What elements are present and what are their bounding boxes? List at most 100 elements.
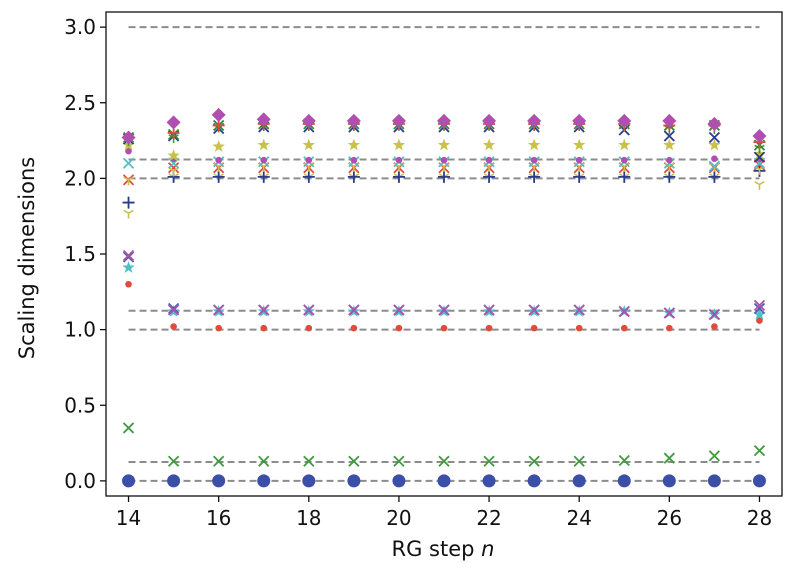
- data-point-s0-n23: [527, 474, 541, 488]
- y-tick-label: 1.5: [64, 242, 96, 266]
- data-point-s11-n23: [530, 156, 538, 164]
- data-points: [121, 107, 767, 488]
- data-point-s2-n14: [125, 280, 132, 288]
- data-point-s7-n16: [212, 170, 225, 183]
- data-point-s17-n21: [437, 113, 451, 128]
- data-point-s2-n15: [170, 323, 177, 330]
- data-point-s17-n16: [211, 107, 226, 122]
- data-point-s17-n18: [301, 113, 316, 128]
- data-point-s12-n21: [437, 138, 451, 151]
- data-point-s11-n27: [711, 155, 718, 163]
- data-point-s5-n21: [438, 304, 450, 316]
- data-point-s7-n23: [528, 170, 541, 183]
- data-point-s12-n15: [167, 149, 180, 161]
- data-point-s1-n18: [303, 455, 315, 467]
- data-point-s17-n19: [346, 113, 361, 128]
- x-tick-label: 28: [747, 506, 772, 530]
- data-point-s0-n24: [572, 474, 586, 488]
- data-point-s7-n17: [257, 170, 270, 183]
- data-point-s2-n17: [260, 324, 268, 332]
- y-tick-label: 3.0: [64, 15, 96, 39]
- data-point-s17-n22: [482, 113, 497, 128]
- data-point-s1-n28: [753, 444, 766, 457]
- x-tick-label: 16: [206, 506, 231, 530]
- data-point-s4-n28: [753, 302, 766, 315]
- data-point-s11-n21: [440, 156, 448, 164]
- data-point-s12-n25: [618, 138, 631, 151]
- data-point-s1-n15: [167, 455, 180, 467]
- data-point-s1-n27: [708, 450, 721, 462]
- data-point-s5-n18: [303, 304, 315, 316]
- data-point-s17-n28: [752, 129, 767, 144]
- data-point-s12-n17: [257, 138, 270, 151]
- x-tick-label: 24: [566, 506, 591, 530]
- data-point-s2-n23: [530, 324, 538, 332]
- data-point-s5-n24: [573, 304, 585, 316]
- data-point-s7-n25: [618, 170, 631, 183]
- data-point-s1-n16: [213, 455, 225, 467]
- data-point-s13-n28: [753, 151, 766, 163]
- data-point-s1-n25: [618, 454, 630, 467]
- data-point-s5-n20: [393, 304, 405, 316]
- data-point-s7-n18: [302, 170, 315, 183]
- data-point-s0-n28: [752, 474, 766, 488]
- reference-lines: [128, 26, 760, 482]
- y-axis-label: Scaling dimensions: [15, 157, 39, 359]
- data-point-s6-n14: [123, 209, 134, 219]
- data-point-s8-n15: [167, 162, 180, 174]
- data-point-s1-n26: [663, 452, 675, 464]
- data-point-s0-n20: [392, 474, 406, 488]
- data-point-s11-n16: [215, 156, 222, 164]
- y-tick-label: 2.5: [64, 91, 96, 115]
- data-point-s5-n17: [258, 304, 270, 316]
- data-point-s12-n27: [708, 138, 721, 151]
- data-point-s17-n27: [707, 116, 722, 131]
- data-point-s1-n23: [528, 455, 540, 467]
- data-point-s11-n25: [620, 156, 628, 164]
- data-point-s12-n22: [482, 138, 496, 151]
- data-point-s2-n18: [305, 324, 313, 332]
- data-point-s1-n17: [258, 455, 270, 467]
- data-point-s5-n14: [122, 249, 135, 262]
- data-point-s11-n24: [575, 156, 583, 164]
- data-point-s1-n21: [438, 455, 450, 467]
- data-point-s5-n28: [753, 299, 766, 312]
- y-tick-label: 0.5: [64, 393, 96, 417]
- data-point-s2-n21: [440, 324, 448, 332]
- data-point-s17-n25: [617, 113, 632, 128]
- data-point-s7-n26: [663, 170, 676, 183]
- data-point-s5-n16: [213, 304, 225, 316]
- data-point-s0-n14: [122, 474, 136, 488]
- data-point-s0-n17: [257, 474, 271, 488]
- data-point-s11-n22: [485, 156, 493, 164]
- data-point-s12-n20: [392, 138, 406, 151]
- data-point-s10-n14: [122, 157, 135, 169]
- x-axis-label: RG step n: [392, 537, 495, 561]
- data-point-s0-n15: [167, 474, 181, 488]
- data-point-s1-n14: [122, 422, 135, 434]
- data-point-s6-n28: [754, 180, 765, 190]
- x-tick-label: 26: [657, 506, 682, 530]
- data-point-s0-n18: [302, 474, 316, 488]
- x-tick-label: 20: [386, 506, 411, 530]
- data-point-s0-n26: [662, 474, 676, 488]
- data-point-s17-n26: [662, 113, 677, 128]
- data-point-s11-n20: [395, 156, 403, 164]
- data-point-s1-n20: [393, 455, 405, 467]
- data-point-s2-n16: [215, 324, 222, 332]
- data-point-s2-n27: [711, 323, 718, 330]
- data-point-s5-n19: [348, 304, 360, 316]
- data-point-s17-n15: [166, 115, 181, 130]
- data-point-s5-n27: [708, 308, 721, 321]
- data-point-s5-n15: [167, 304, 180, 316]
- data-point-s1-n19: [348, 455, 360, 467]
- data-point-s4-n14: [122, 251, 135, 263]
- data-point-s2-n22: [485, 324, 493, 332]
- y-tick-label: 0.0: [64, 469, 96, 493]
- data-point-s17-n20: [391, 113, 406, 128]
- data-point-s12-n24: [573, 138, 586, 151]
- data-point-s9-n15: [168, 167, 179, 177]
- x-tick-label: 18: [296, 506, 321, 530]
- data-point-s2-n25: [620, 324, 628, 332]
